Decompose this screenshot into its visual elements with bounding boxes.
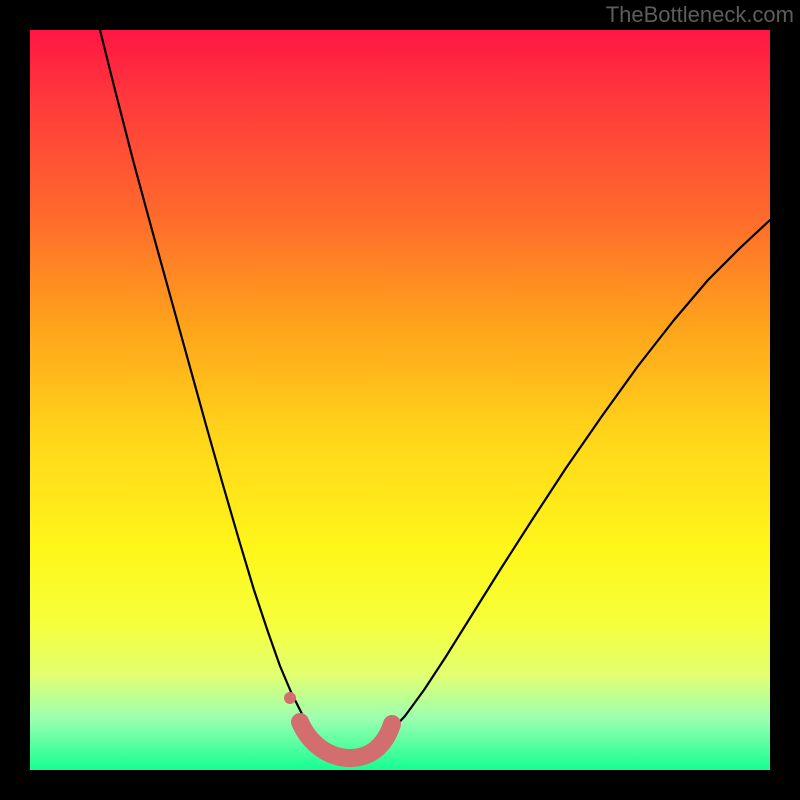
trough-dot xyxy=(284,692,296,704)
watermark-text: TheBottleneck.com xyxy=(606,2,794,28)
chart-stage: TheBottleneck.com xyxy=(0,0,800,800)
bottleneck-chart xyxy=(0,0,800,800)
chart-background xyxy=(30,30,770,770)
